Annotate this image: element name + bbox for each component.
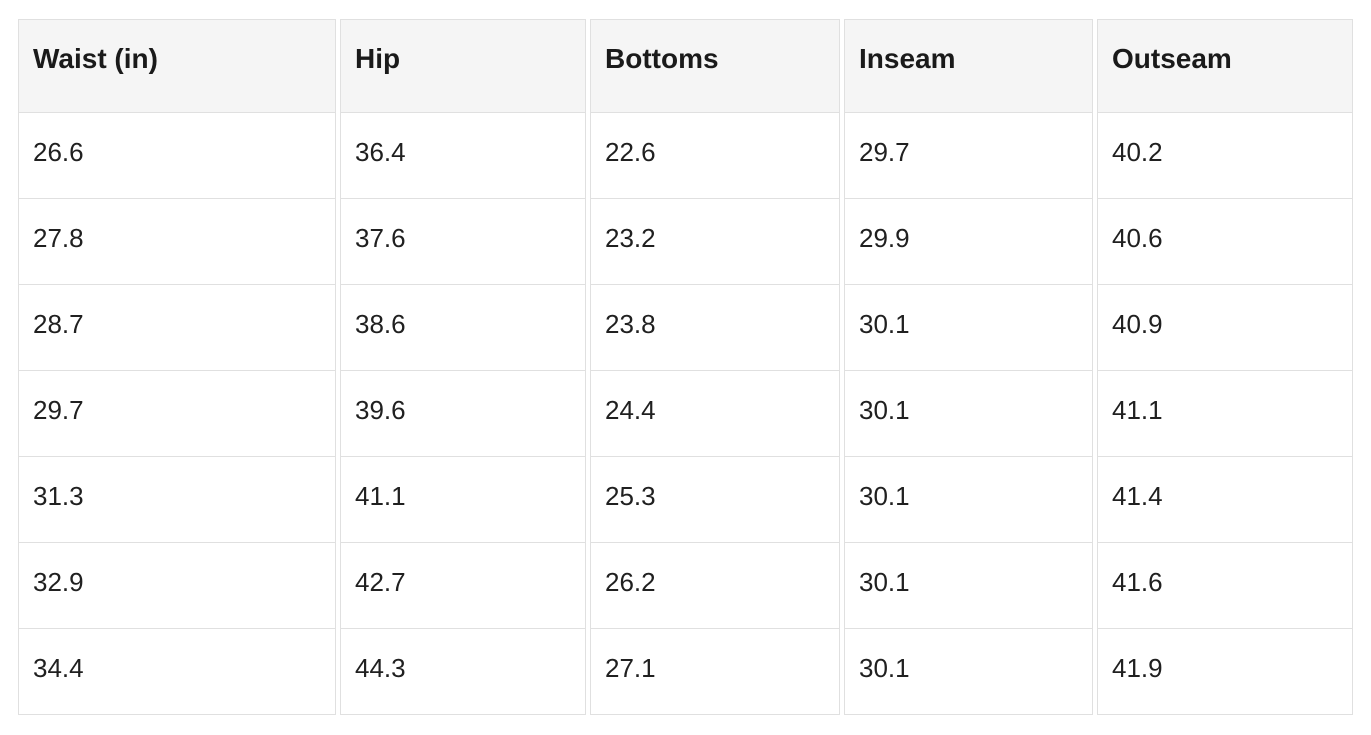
table-cell: 42.7 bbox=[340, 543, 586, 629]
table-cell: 25.3 bbox=[590, 457, 840, 543]
table-cell: 30.1 bbox=[844, 629, 1093, 715]
table-cell: 40.2 bbox=[1097, 113, 1353, 199]
table-cell: 30.1 bbox=[844, 285, 1093, 371]
table-cell: 41.4 bbox=[1097, 457, 1353, 543]
size-chart-table: Waist (in) Hip Bottoms Inseam Outseam 26… bbox=[18, 19, 1353, 715]
table-cell: 23.2 bbox=[590, 199, 840, 285]
table-cell: 27.8 bbox=[18, 199, 336, 285]
table-cell: 23.8 bbox=[590, 285, 840, 371]
table-cell: 30.1 bbox=[844, 371, 1093, 457]
table-cell: 41.9 bbox=[1097, 629, 1353, 715]
column-header-outseam: Outseam bbox=[1097, 19, 1353, 113]
column-header-inseam: Inseam bbox=[844, 19, 1093, 113]
column-header-hip: Hip bbox=[340, 19, 586, 113]
size-chart-container: Waist (in) Hip Bottoms Inseam Outseam 26… bbox=[18, 19, 1353, 715]
table-cell: 39.6 bbox=[340, 371, 586, 457]
table-cell: 22.6 bbox=[590, 113, 840, 199]
table-cell: 34.4 bbox=[18, 629, 336, 715]
table-cell: 29.9 bbox=[844, 199, 1093, 285]
table-cell: 41.1 bbox=[1097, 371, 1353, 457]
table-cell: 26.6 bbox=[18, 113, 336, 199]
table-cell: 26.2 bbox=[590, 543, 840, 629]
table-cell: 30.1 bbox=[844, 543, 1093, 629]
table-cell: 44.3 bbox=[340, 629, 586, 715]
table-cell: 37.6 bbox=[340, 199, 586, 285]
column-header-waist: Waist (in) bbox=[18, 19, 336, 113]
table-cell: 40.6 bbox=[1097, 199, 1353, 285]
table-cell: 24.4 bbox=[590, 371, 840, 457]
table-cell: 38.6 bbox=[340, 285, 586, 371]
table-cell: 29.7 bbox=[844, 113, 1093, 199]
table-cell: 27.1 bbox=[590, 629, 840, 715]
table-cell: 29.7 bbox=[18, 371, 336, 457]
table-cell: 32.9 bbox=[18, 543, 336, 629]
table-cell: 41.1 bbox=[340, 457, 586, 543]
table-cell: 28.7 bbox=[18, 285, 336, 371]
table-cell: 40.9 bbox=[1097, 285, 1353, 371]
table-cell: 36.4 bbox=[340, 113, 586, 199]
table-cell: 31.3 bbox=[18, 457, 336, 543]
column-header-bottoms: Bottoms bbox=[590, 19, 840, 113]
table-cell: 41.6 bbox=[1097, 543, 1353, 629]
table-cell: 30.1 bbox=[844, 457, 1093, 543]
